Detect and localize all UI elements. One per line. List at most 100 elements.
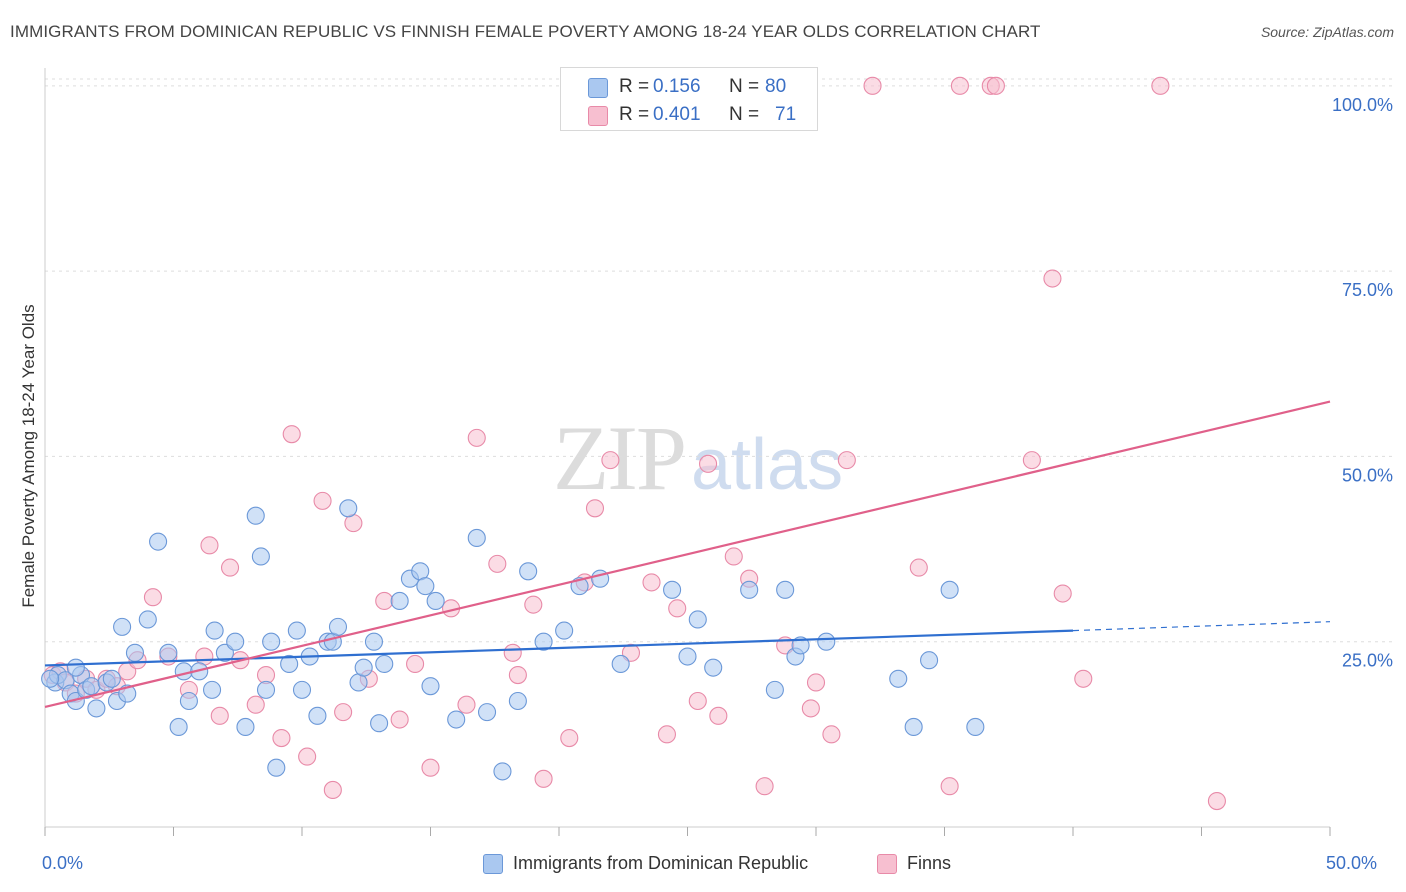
finns-point-47: [668, 599, 687, 618]
finns-point-33: [457, 695, 476, 714]
n-label: N =: [729, 104, 760, 125]
dominican-point-73: [889, 669, 908, 688]
finns-point-16: [220, 558, 240, 577]
finns-point-67: [1053, 584, 1072, 603]
trend-lines: [44, 400, 1331, 708]
dominican-point-23: [205, 621, 224, 640]
r-label: R =: [619, 104, 650, 125]
finns-point-34: [467, 428, 486, 447]
dominican-point-24: [215, 643, 234, 662]
finns-point-51: [724, 547, 743, 566]
finns-point-45: [642, 573, 661, 592]
dominican-point-19: [174, 662, 193, 681]
finns-point-53: [755, 777, 774, 796]
x-tick-label-max: 50.0%: [1326, 853, 1378, 873]
watermark-zip: ZIP: [553, 407, 687, 509]
watermark: ZIPatlas: [553, 405, 843, 511]
r-value: 0.156: [653, 76, 701, 97]
dominican-point-54: [477, 703, 497, 722]
dominican-points: [41, 499, 985, 781]
finns-point-50: [709, 706, 728, 725]
dominican-point-53: [467, 528, 486, 547]
n-value: 71: [775, 104, 797, 125]
legend-swatch-blue: [588, 78, 608, 98]
series-legend: Immigrants from Dominican Republic Finns: [0, 852, 1406, 878]
dominican-point-16: [149, 532, 168, 551]
finns-points: [43, 76, 1226, 811]
dominican-point-32: [280, 654, 299, 673]
dominican-trend-line: [44, 629, 1074, 667]
dominican-point-68: [765, 680, 784, 699]
dominican-point-10: [102, 669, 121, 688]
finns-point-25: [334, 703, 353, 722]
finns-point-46: [657, 725, 676, 744]
finns-point-59: [863, 76, 882, 95]
finns-point-38: [524, 595, 543, 614]
dominican-point-55: [493, 762, 512, 781]
y-tick-label-25: 25.0%: [1342, 651, 1393, 671]
dominican-point-46: [390, 591, 409, 610]
dominican-point-20: [179, 691, 198, 711]
finns-point-57: [822, 725, 841, 744]
stats-legend: R = 0.156 N = 80 R = 0.401 N = 71: [560, 67, 818, 131]
dominican-point-72: [817, 632, 836, 651]
dominican-point-71: [791, 636, 810, 655]
finns-point-30: [406, 654, 425, 673]
dominican-point-15: [138, 610, 157, 629]
finns-point-35: [488, 554, 507, 573]
finns-point-21: [282, 425, 301, 444]
finns-point-65: [1022, 451, 1041, 470]
finns-point-31: [421, 758, 440, 777]
y-tick-label-100: 100.0%: [1332, 95, 1393, 115]
dominican-point-52: [447, 710, 466, 729]
dominican-point-59: [555, 621, 574, 640]
dominican-point-17: [159, 643, 178, 662]
dominican-point-29: [256, 680, 276, 699]
dominican-point-45: [375, 654, 394, 673]
dominican-point-74: [904, 717, 923, 736]
finns-point-43: [601, 451, 620, 470]
dominican-point-67: [740, 580, 759, 599]
finns-point-62: [950, 76, 969, 95]
finns-point-28: [375, 591, 394, 610]
axes: [44, 68, 1331, 836]
finns-point-49: [699, 454, 718, 473]
n-label: N =: [729, 76, 760, 97]
finns-point-68: [1074, 669, 1093, 688]
legend-swatch-pink: [588, 106, 608, 126]
finns-point-55: [801, 699, 820, 718]
dominican-point-33: [287, 621, 306, 640]
finns-point-61: [940, 777, 959, 796]
finns-point-66: [1043, 269, 1062, 288]
finns-point-15: [210, 706, 229, 725]
finns-point-39: [534, 769, 553, 788]
dominican-trend-extension: [1072, 621, 1331, 632]
dominican-point-57: [519, 562, 538, 581]
y-tick-label-50: 50.0%: [1342, 465, 1393, 485]
dominican-point-78: [41, 669, 60, 688]
dominican-point-64: [678, 647, 697, 666]
dominican-point-31: [267, 758, 286, 777]
finns-point-24: [323, 780, 342, 799]
dominican-point-27: [246, 506, 265, 525]
dominican-point-12: [113, 617, 132, 636]
dominican-point-42: [354, 658, 373, 677]
dominican-point-43: [364, 632, 384, 651]
finns-point-37: [508, 666, 527, 685]
r-label: R =: [619, 76, 650, 97]
finns-point-29: [390, 710, 409, 729]
finns-point-40: [560, 729, 579, 748]
dominican-point-63: [663, 580, 682, 599]
dominican-point-39: [328, 617, 348, 636]
finns-point-42: [585, 499, 605, 518]
dominican-point-49: [416, 577, 435, 596]
dominican-point-50: [421, 677, 440, 696]
finns-point-23: [313, 491, 332, 510]
legend-swatch-pink: [877, 854, 897, 874]
dominican-point-65: [688, 610, 707, 629]
dominican-point-51: [426, 591, 445, 610]
dominican-point-40: [339, 499, 358, 518]
legend-label-finns: Finns: [907, 853, 952, 873]
dominican-point-34: [292, 680, 312, 699]
